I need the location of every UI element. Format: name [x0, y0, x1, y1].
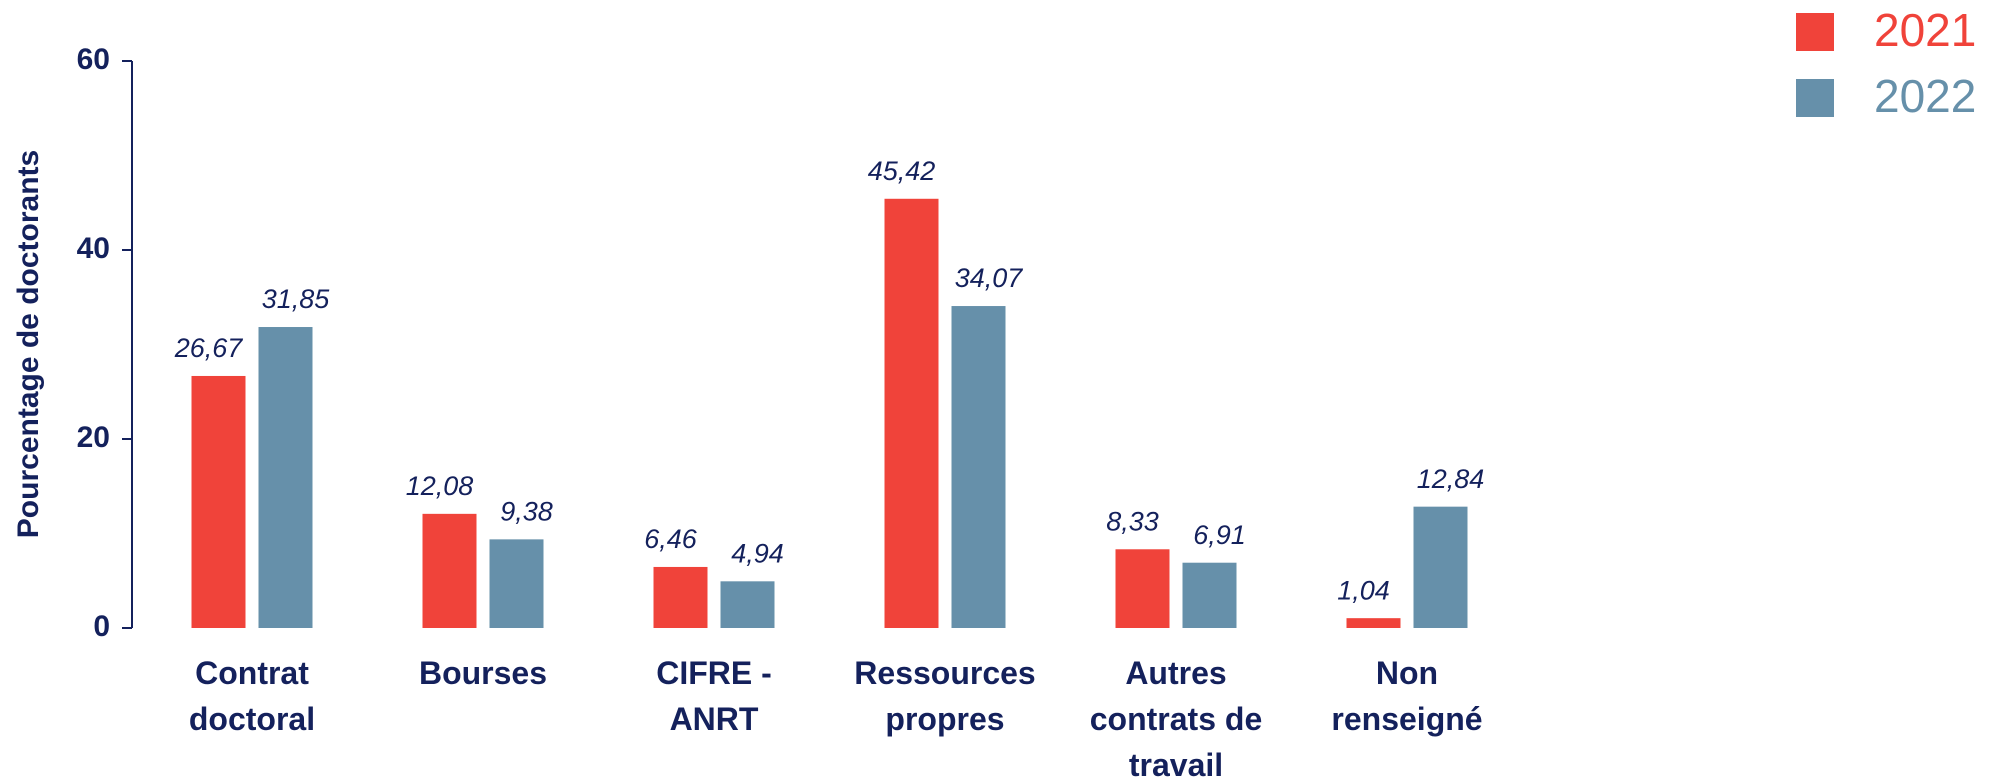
y-tick-label: 0 — [93, 610, 110, 643]
bar — [1115, 549, 1170, 628]
x-tick-label: Non renseigné — [1331, 655, 1482, 737]
value-label: 1,04 — [1337, 575, 1390, 605]
x-tick-label: Bourses — [419, 655, 547, 691]
bar — [1182, 562, 1237, 628]
x-tick-label: CIFRE -ANRT — [656, 655, 772, 737]
value-label: 34,07 — [955, 263, 1024, 293]
y-tick-label: 60 — [77, 43, 110, 76]
x-tick-label: Ressources propres — [854, 655, 1035, 737]
value-label: 12,08 — [406, 471, 474, 501]
y-axis-label: Pourcentage de doctorants — [12, 150, 45, 538]
bar — [422, 513, 477, 628]
bar — [951, 306, 1006, 628]
y-tick-label: 40 — [77, 232, 110, 265]
value-label: 8,33 — [1106, 506, 1159, 536]
value-label: 6,46 — [644, 524, 698, 554]
value-label: 12,84 — [1417, 464, 1485, 494]
y-tick-label: 20 — [77, 421, 110, 454]
bar — [884, 198, 939, 628]
bar — [653, 566, 708, 628]
value-label: 9,38 — [500, 496, 553, 526]
legend-swatch — [1796, 13, 1834, 51]
bar — [191, 375, 246, 628]
value-label: 4,94 — [731, 538, 784, 568]
bar — [720, 581, 775, 628]
value-label: 31,85 — [262, 284, 331, 314]
value-label: 45,42 — [868, 156, 936, 186]
legend-label: 2022 — [1874, 70, 1976, 122]
x-tick-label: Autres contrats de travail — [1090, 655, 1262, 778]
x-tick-label: Contrat doctoral — [189, 655, 315, 737]
value-label: 6,91 — [1193, 520, 1246, 550]
legend-swatch — [1796, 79, 1834, 117]
bar — [1346, 618, 1401, 628]
bar — [489, 539, 544, 628]
value-label: 26,67 — [174, 333, 244, 363]
bar — [1413, 506, 1468, 628]
bar — [258, 327, 313, 628]
legend-label: 2021 — [1874, 4, 1976, 56]
